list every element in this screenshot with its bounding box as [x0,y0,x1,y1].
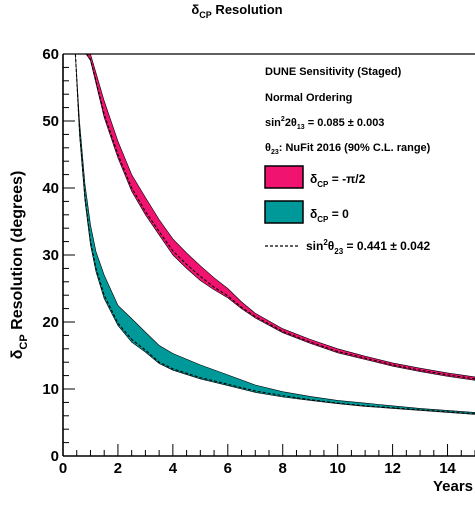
x-tick-label: 6 [224,460,232,477]
annotation-theta23: θ23: NuFit 2016 (90% C.L. range) [265,142,431,156]
x-tick-label: 2 [114,460,122,477]
y-tick-label: 10 [42,381,59,398]
legend-label-sin2theta23: sin2θ23 = 0.441 ± 0.042 [306,238,431,256]
legend-swatch-zero [264,200,304,224]
annotation-experiment: DUNE Sensitivity (Staged) [265,66,402,78]
band-zero [75,53,475,415]
y-tick-label: 50 [42,113,59,130]
legend-label-minus-pi-over-2: δCP = -π/2 [310,172,366,189]
x-tick-label: 0 [59,460,67,477]
x-tick-label: 10 [329,460,346,477]
x-tick-label: 12 [384,460,401,477]
x-axis-label: Years [433,478,473,495]
y-tick-label: 60 [42,46,59,63]
annotation-theta13: sin22θ13 = 0.085 ± 0.003 [265,116,384,131]
y-tick-label: 30 [42,247,59,264]
central-line-minus-pi-over-2 [85,53,475,380]
x-tick-label: 8 [279,460,287,477]
legend-swatch-minus-pi-over-2 [264,165,304,189]
x-ticks: 0 2 4 6 8 10 12 14 [59,444,475,477]
annotation-block: DUNE Sensitivity (Staged) Normal Orderin… [265,66,431,156]
y-tick-label: 20 [42,314,59,331]
y-axis-label: δCP Resolution (degrees) [9,171,30,360]
y-ticks: 0 10 20 30 40 50 60 [42,46,75,465]
x-tick-label: 4 [169,460,178,477]
central-line-zero [74,53,475,415]
central-lines-layer [74,53,475,415]
legend: δCP = -π/2 δCP = 0 sin2θ23 = 0.441 ± 0.0… [264,165,431,256]
bands-layer [75,53,475,415]
legend-label-zero: δCP = 0 [310,207,349,224]
y-tick-label: 40 [42,180,59,197]
band-minus-pi-over-2 [85,53,475,381]
annotation-ordering: Normal Ordering [265,92,352,104]
chart-title: δCP Resolution [191,2,282,20]
x-tick-label: 14 [439,460,456,477]
y-tick-label: 0 [51,448,59,465]
